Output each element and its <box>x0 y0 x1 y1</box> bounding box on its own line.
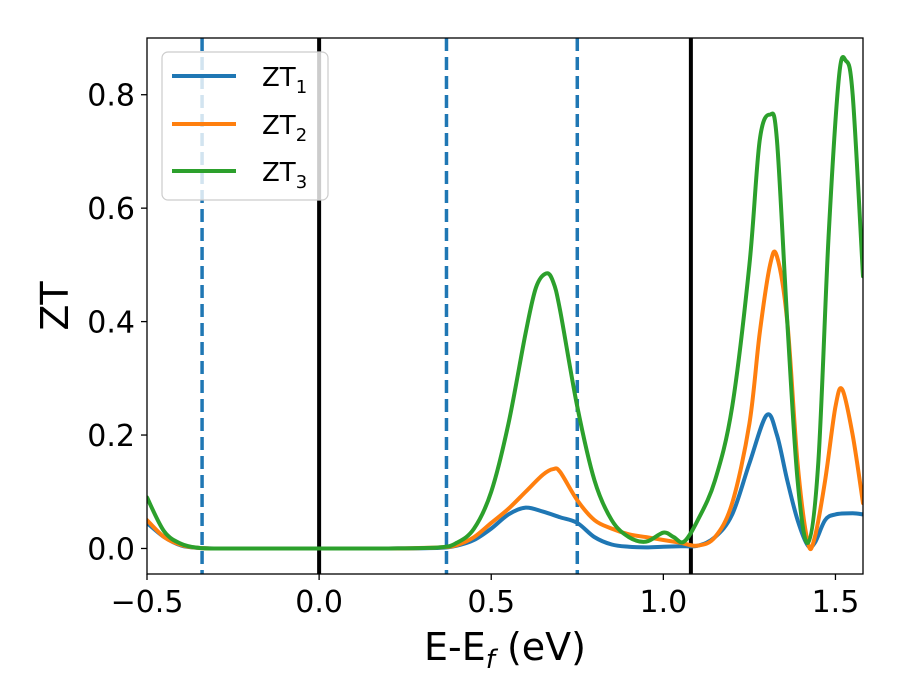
ticks: −0.5 0.0 0.5 1.0 1.5 0.0 0.2 0.4 0.6 0.8 <box>87 79 859 620</box>
series-line-zt2 <box>147 249 863 552</box>
legend-entry-2: ZT2 <box>172 111 307 146</box>
legend-entry-1: ZT1 <box>172 63 307 98</box>
legend-label-1: ZT1 <box>262 63 307 98</box>
y-tick-label: 0.8 <box>87 79 135 114</box>
legend-label-2: ZT2 <box>262 111 307 146</box>
y-tick-label: 0.4 <box>87 306 135 341</box>
x-tick-label: 0.0 <box>295 585 343 620</box>
y-tick-label: 0.6 <box>87 192 135 227</box>
legend-entry-3: ZT3 <box>172 158 307 193</box>
x-tick-label: −0.5 <box>111 585 184 620</box>
plot-frame <box>146 37 864 575</box>
x-axis-title: E-Ef (eV) <box>424 625 586 675</box>
x-tick-label: 1.0 <box>639 585 687 620</box>
series-layer <box>147 55 863 552</box>
x-tick-label: 1.5 <box>812 585 860 620</box>
y-tick-label: 0.2 <box>87 419 135 454</box>
axes <box>146 37 864 575</box>
x-tick-label: 0.5 <box>467 585 515 620</box>
series-line-zt3 <box>147 55 863 551</box>
legend-label-3: ZT3 <box>262 158 307 193</box>
y-tick-label: 0.0 <box>87 532 135 567</box>
y-axis-title: ZT <box>33 281 77 331</box>
legend-box <box>161 51 329 201</box>
legend: ZT1 ZT2 ZT3 <box>161 51 329 201</box>
